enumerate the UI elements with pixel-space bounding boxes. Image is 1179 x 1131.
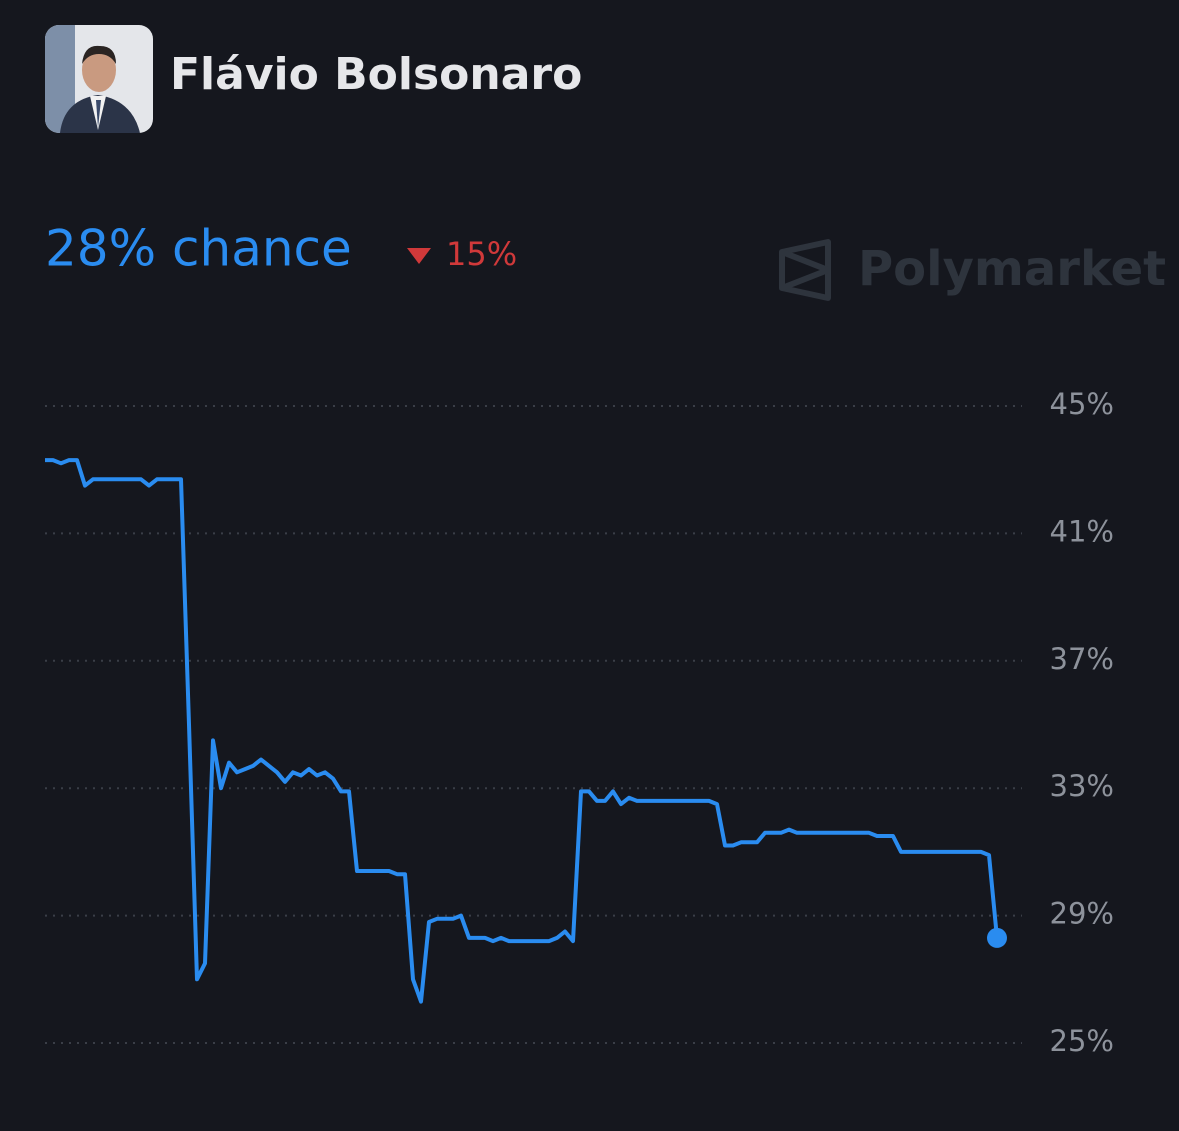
y-tick-label: 37%	[1050, 642, 1114, 676]
price-line	[45, 458, 999, 1004]
y-tick-label: 45%	[1050, 387, 1114, 421]
y-tick-label: 25%	[1050, 1024, 1114, 1058]
y-tick-label: 29%	[1050, 897, 1114, 931]
watermark: Polymarket	[858, 241, 1166, 297]
last-point	[987, 927, 1007, 948]
avatar	[45, 25, 153, 133]
title: Flávio Bolsonaro	[170, 49, 582, 100]
y-tick-label: 41%	[1050, 514, 1114, 548]
y-tick-label: 33%	[1050, 769, 1114, 803]
down-arrow	[407, 248, 431, 264]
headline: 28% chance	[45, 220, 352, 278]
change: 15%	[446, 235, 517, 273]
watermark-logo	[779, 239, 831, 301]
